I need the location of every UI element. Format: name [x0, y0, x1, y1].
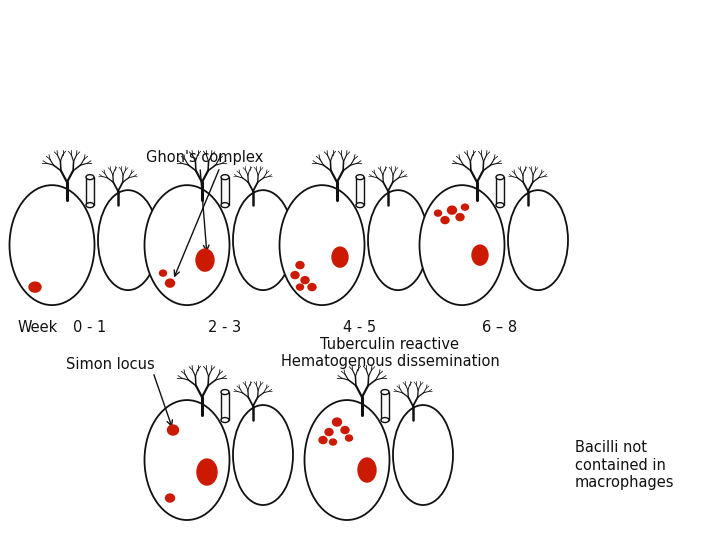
- Text: 0 - 1: 0 - 1: [73, 320, 107, 335]
- Ellipse shape: [86, 202, 94, 208]
- Ellipse shape: [434, 210, 441, 216]
- Ellipse shape: [508, 190, 568, 290]
- Ellipse shape: [356, 202, 364, 208]
- Ellipse shape: [381, 389, 389, 395]
- Ellipse shape: [221, 174, 229, 180]
- Ellipse shape: [296, 261, 304, 268]
- Ellipse shape: [9, 185, 94, 305]
- Ellipse shape: [448, 206, 456, 214]
- Text: 4 - 5: 4 - 5: [343, 320, 377, 335]
- Ellipse shape: [330, 439, 336, 445]
- Ellipse shape: [496, 174, 504, 180]
- Ellipse shape: [462, 204, 469, 210]
- Ellipse shape: [166, 279, 174, 287]
- Text: Week: Week: [18, 320, 58, 335]
- Text: 2 - 3: 2 - 3: [208, 320, 242, 335]
- Ellipse shape: [221, 202, 229, 208]
- Ellipse shape: [196, 249, 214, 271]
- Ellipse shape: [221, 389, 229, 395]
- Ellipse shape: [456, 214, 464, 221]
- Ellipse shape: [420, 185, 505, 305]
- Ellipse shape: [393, 405, 453, 505]
- Ellipse shape: [168, 425, 179, 435]
- Ellipse shape: [145, 400, 230, 520]
- Ellipse shape: [472, 245, 488, 265]
- Bar: [86, 177, 94, 205]
- Ellipse shape: [305, 400, 390, 520]
- Text: Bacilli not
contained in
macrophages: Bacilli not contained in macrophages: [575, 440, 675, 490]
- Ellipse shape: [145, 185, 230, 305]
- Ellipse shape: [291, 272, 299, 279]
- Ellipse shape: [368, 190, 428, 290]
- Ellipse shape: [98, 190, 158, 290]
- Ellipse shape: [29, 282, 41, 292]
- Ellipse shape: [86, 174, 94, 180]
- Ellipse shape: [346, 435, 353, 441]
- Ellipse shape: [319, 436, 327, 443]
- Ellipse shape: [221, 417, 229, 422]
- Ellipse shape: [358, 458, 376, 482]
- Bar: [356, 177, 364, 205]
- Ellipse shape: [166, 494, 174, 502]
- Ellipse shape: [160, 270, 166, 276]
- Ellipse shape: [441, 217, 449, 224]
- Text: Usual pathogenesis of tuberculosis. About 5% of infected persons develop clinica: Usual pathogenesis of tuberculosis. Abou…: [13, 15, 714, 48]
- Bar: [221, 392, 229, 420]
- Ellipse shape: [333, 418, 341, 426]
- Bar: [221, 177, 229, 205]
- Ellipse shape: [341, 427, 349, 434]
- Ellipse shape: [233, 405, 293, 505]
- Ellipse shape: [332, 247, 348, 267]
- Ellipse shape: [381, 417, 389, 422]
- Ellipse shape: [297, 284, 304, 290]
- Bar: [381, 392, 389, 420]
- Ellipse shape: [325, 429, 333, 436]
- Ellipse shape: [197, 459, 217, 485]
- Ellipse shape: [496, 202, 504, 208]
- Ellipse shape: [279, 185, 364, 305]
- Ellipse shape: [356, 174, 364, 180]
- Text: 6 – 8: 6 – 8: [482, 320, 518, 335]
- Text: Simon locus: Simon locus: [66, 357, 155, 372]
- Ellipse shape: [308, 284, 316, 291]
- Bar: [496, 177, 504, 205]
- Ellipse shape: [301, 276, 309, 284]
- Text: Tuberculin reactive
Hematogenous dissemination: Tuberculin reactive Hematogenous dissemi…: [281, 337, 500, 369]
- Ellipse shape: [233, 190, 293, 290]
- Text: Ghon's complex: Ghon's complex: [146, 150, 264, 165]
